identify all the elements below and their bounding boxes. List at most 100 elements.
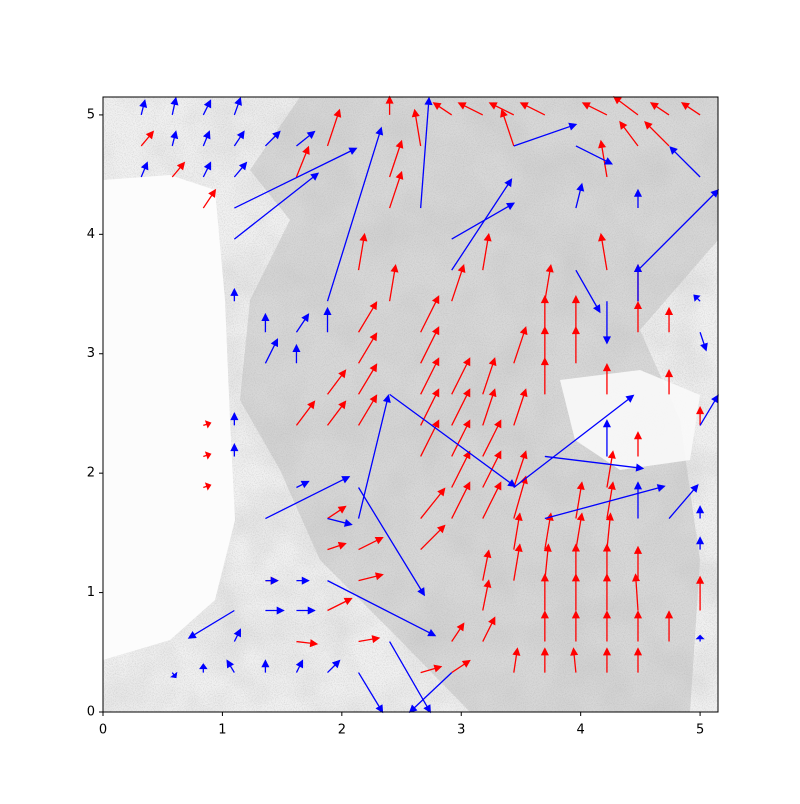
arrow xyxy=(513,450,528,488)
arrow xyxy=(230,443,239,457)
arrow xyxy=(296,480,310,489)
arrow xyxy=(457,102,484,116)
arrow xyxy=(389,393,517,488)
arrow xyxy=(265,576,279,585)
arrow xyxy=(633,188,643,209)
arrow xyxy=(513,394,635,489)
arrow xyxy=(602,610,611,642)
arrow xyxy=(420,295,440,333)
quiver-layer xyxy=(139,95,720,714)
arrow xyxy=(581,102,608,116)
arrow xyxy=(233,161,248,178)
arrow xyxy=(451,178,513,271)
arrow xyxy=(605,512,614,550)
arrow xyxy=(203,451,212,460)
arrow xyxy=(264,130,281,147)
arrow xyxy=(633,263,643,302)
arrow xyxy=(230,412,239,426)
arrow xyxy=(602,543,611,581)
arrow xyxy=(632,573,641,611)
arrow xyxy=(571,294,580,333)
arrow xyxy=(171,161,186,178)
background-image xyxy=(103,97,718,712)
arrow xyxy=(420,96,433,209)
arrow xyxy=(170,96,179,116)
arrow xyxy=(633,647,643,673)
arrow xyxy=(327,597,353,612)
arrow xyxy=(388,139,404,178)
arrow xyxy=(170,130,179,147)
arrow xyxy=(612,96,639,116)
arrow xyxy=(327,580,437,637)
arrow xyxy=(602,301,611,345)
arrow xyxy=(482,450,502,488)
arrow xyxy=(295,659,304,673)
arrow xyxy=(233,130,245,147)
x-tick-label: 5 xyxy=(696,723,704,738)
arrow xyxy=(500,108,515,147)
arrow xyxy=(326,400,347,426)
arrow xyxy=(619,120,639,147)
arrow xyxy=(482,388,497,426)
arrow xyxy=(357,394,391,519)
arrow xyxy=(326,108,342,147)
arrow xyxy=(357,332,378,364)
arrow xyxy=(420,487,446,519)
arrow xyxy=(664,306,674,333)
arrow xyxy=(261,312,270,333)
y-tick-label: 0 xyxy=(87,705,95,720)
arrow xyxy=(482,232,492,271)
arrow xyxy=(295,313,310,333)
arrow xyxy=(295,145,310,178)
arrow xyxy=(633,610,643,642)
arrow xyxy=(668,484,699,519)
arrow xyxy=(323,306,332,333)
arrow xyxy=(451,388,471,426)
arrow xyxy=(357,487,425,597)
arrow xyxy=(544,484,666,520)
arrow xyxy=(230,287,239,302)
arrow xyxy=(202,161,212,178)
arrow xyxy=(544,263,554,302)
arrow xyxy=(451,450,471,488)
arrow xyxy=(696,406,705,426)
arrow xyxy=(327,517,353,527)
arrow xyxy=(571,543,580,581)
arrow xyxy=(327,541,347,551)
arrow xyxy=(482,481,502,519)
arrow xyxy=(420,388,440,426)
arrow xyxy=(296,639,319,648)
arrow xyxy=(202,188,217,209)
arrow xyxy=(602,573,611,611)
arrow xyxy=(519,102,546,116)
x-tick-label: 1 xyxy=(218,723,226,738)
arrow xyxy=(606,481,616,519)
arrow xyxy=(357,363,378,395)
x-tick-label: 4 xyxy=(577,723,585,738)
arrow xyxy=(327,505,347,520)
arrow xyxy=(669,146,701,178)
arrow xyxy=(482,579,492,611)
arrow xyxy=(482,549,492,581)
arrow xyxy=(408,672,453,713)
arrow xyxy=(420,419,440,457)
arrow xyxy=(540,294,549,333)
arrow xyxy=(664,610,674,642)
y-tick-label: 3 xyxy=(87,346,95,361)
arrow xyxy=(187,609,235,639)
arrow xyxy=(358,572,384,582)
y-tick-label: 2 xyxy=(87,466,95,481)
arrow xyxy=(432,102,453,116)
arrow xyxy=(482,357,497,395)
arrow xyxy=(570,647,579,673)
arrow xyxy=(202,130,211,147)
arrow xyxy=(696,505,705,519)
arrow xyxy=(696,575,705,611)
arrow xyxy=(571,573,580,611)
arrow xyxy=(488,102,515,116)
arrow xyxy=(451,481,471,519)
arrow xyxy=(170,671,178,679)
arrow xyxy=(696,536,705,550)
arrow xyxy=(571,326,580,364)
arrow xyxy=(451,357,471,395)
